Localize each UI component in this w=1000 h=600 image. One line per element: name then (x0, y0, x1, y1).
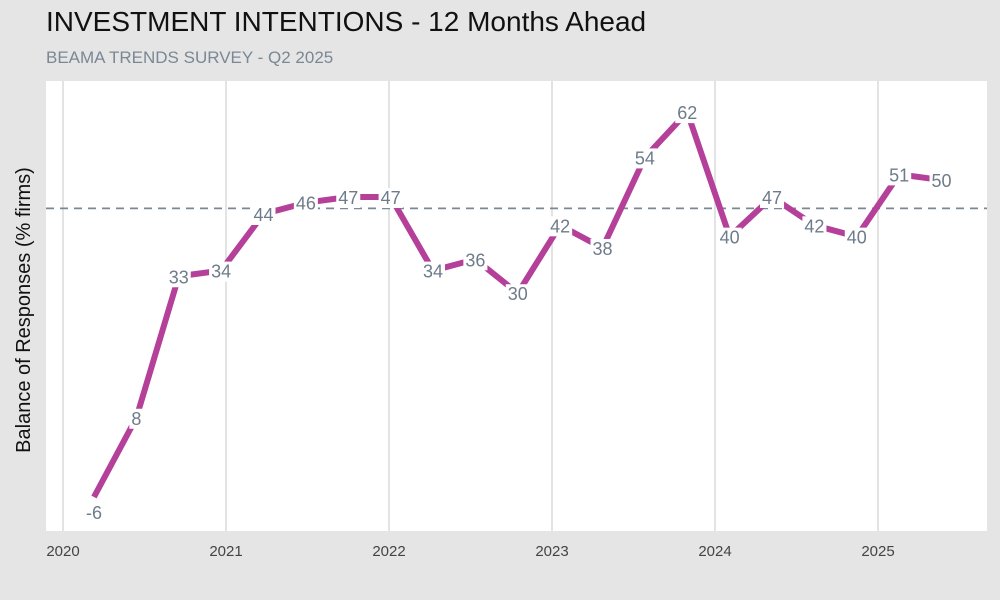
data-label: 51 (889, 165, 909, 185)
data-label-group: 36 (463, 250, 488, 271)
data-label: 42 (550, 216, 570, 236)
data-label: 47 (381, 188, 401, 208)
y-axis-label: Balance of Responses (% firms) (13, 167, 35, 453)
data-label-background (129, 408, 144, 429)
data-label-group: 47 (760, 188, 785, 209)
data-label-background (251, 205, 276, 225)
data-label-group: 8 (129, 408, 144, 429)
data-label-background (548, 216, 573, 237)
data-label-group: 34 (209, 261, 234, 282)
chart-title: INVESTMENT INTENTIONS - 12 Months Ahead (46, 6, 647, 37)
data-label-group: 47 (336, 188, 361, 209)
data-label: 34 (423, 262, 443, 282)
data-label: 33 (169, 267, 189, 287)
data-label: 50 (932, 171, 952, 191)
data-label: 54 (635, 148, 655, 168)
data-label: 40 (720, 228, 740, 248)
data-label-group: 30 (505, 284, 530, 305)
data-label-background (166, 267, 191, 288)
data-label-group: 42 (802, 216, 827, 237)
data-label: 44 (253, 205, 273, 225)
data-label-background (420, 261, 446, 282)
data-label-background (336, 188, 361, 209)
data-label-group: 50 (929, 171, 954, 192)
data-label-background (463, 250, 488, 271)
data-label: 36 (465, 250, 485, 270)
data-label-background (505, 284, 530, 305)
data-label-background (632, 148, 657, 169)
data-label: 47 (338, 188, 358, 208)
data-label-background (802, 216, 827, 237)
data-label-background (844, 227, 869, 248)
data-label-group: 62 (675, 103, 700, 124)
data-label-background (929, 171, 954, 192)
data-label-background (209, 261, 234, 282)
data-label-background (293, 193, 318, 214)
x-tick-label: 2021 (209, 543, 242, 560)
data-label: 46 (296, 194, 316, 214)
x-tick-label: 2025 (861, 543, 894, 560)
data-label-group: 54 (632, 148, 657, 169)
data-label-background (717, 227, 742, 248)
data-label-group: 40 (844, 227, 869, 248)
plot-panel (46, 81, 987, 531)
data-label: 30 (508, 284, 528, 304)
data-label-group: 34 (420, 261, 446, 282)
data-label-background (760, 188, 785, 209)
x-tick-label: 2022 (372, 543, 405, 560)
x-tick-label: 2024 (698, 543, 731, 560)
data-label-background (83, 503, 104, 523)
data-label-group: 38 (590, 238, 615, 259)
data-label: 42 (804, 216, 824, 236)
chart-subtitle: BEAMA TRENDS SURVEY - Q2 2025 (46, 48, 334, 67)
data-label: -6 (86, 503, 102, 523)
data-label-group: 44 (251, 205, 276, 225)
data-label: 47 (762, 188, 782, 208)
x-tick-label: 2020 (46, 543, 79, 560)
data-label-background (675, 103, 700, 124)
data-label-group: -6 (83, 503, 104, 523)
data-label-group: 51 (887, 165, 912, 186)
data-label-group: 33 (166, 267, 191, 288)
data-label-background (378, 188, 403, 209)
data-label: 34 (211, 262, 231, 282)
data-label-background (590, 238, 615, 259)
data-label: 8 (131, 409, 141, 429)
data-label: 62 (677, 103, 697, 123)
data-label-group: 40 (717, 227, 742, 248)
data-label-group: 47 (378, 188, 403, 209)
data-label: 38 (593, 239, 613, 259)
data-label-background (887, 165, 912, 186)
data-label: 40 (847, 228, 867, 248)
data-label-group: 46 (293, 193, 318, 214)
data-label-group: 42 (548, 216, 573, 237)
x-tick-label: 2023 (535, 543, 568, 560)
